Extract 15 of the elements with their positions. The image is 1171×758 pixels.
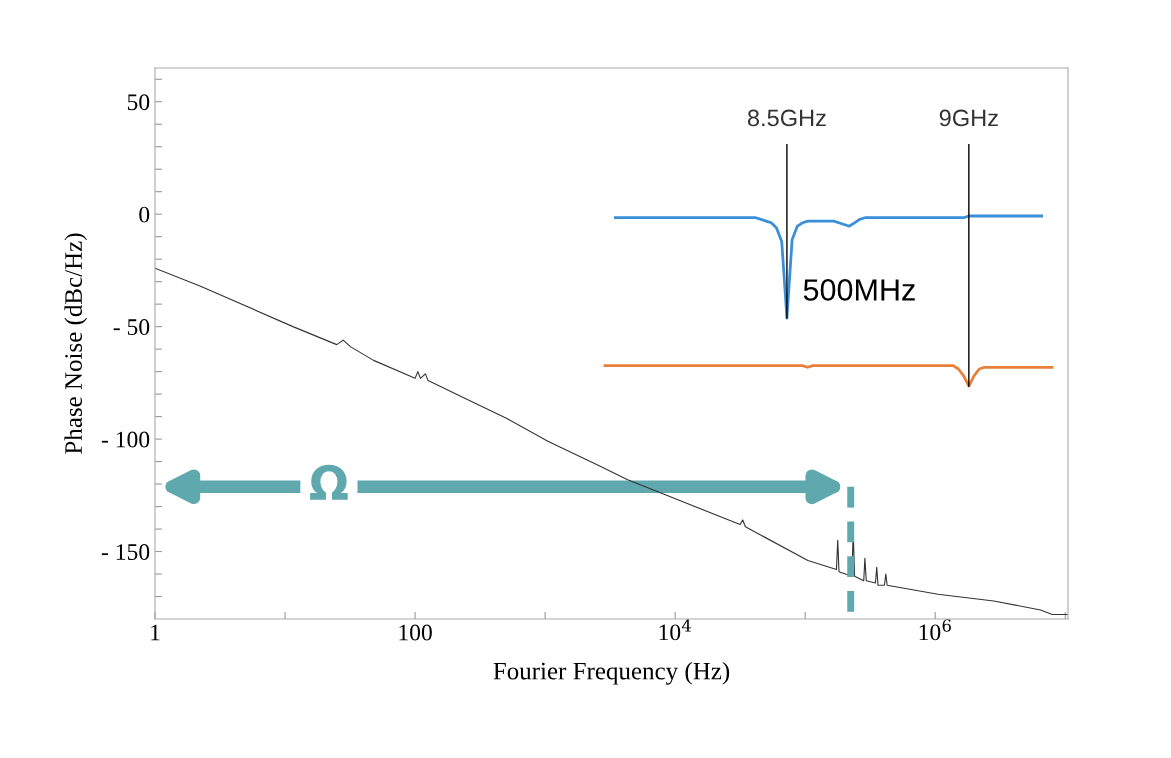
y-tick-label: - 100 [101,431,150,448]
y-tick-label: 0 [139,206,150,223]
annotation: 8.5GHz [747,109,826,127]
x-tick-label: 1 [151,624,160,641]
x-tick-label: 10$^{4}$ [659,619,692,641]
x-tick-label: 10$^{6}$ [919,619,951,641]
annotation: 500MHz [803,279,915,301]
y-tick-label: 50 [127,94,150,111]
annotation: 9GHz [939,109,998,127]
y-tick-label: - 150 [101,544,150,560]
y-tick-label: - 50 [113,319,150,336]
annotation: Ω [310,464,348,500]
x-axis-title: Fourier Frequency (Hz) [493,661,730,685]
x-tick-label: 100 [399,624,432,641]
y-axis-title: Phase Noise (dBc/Hz) [64,233,88,454]
